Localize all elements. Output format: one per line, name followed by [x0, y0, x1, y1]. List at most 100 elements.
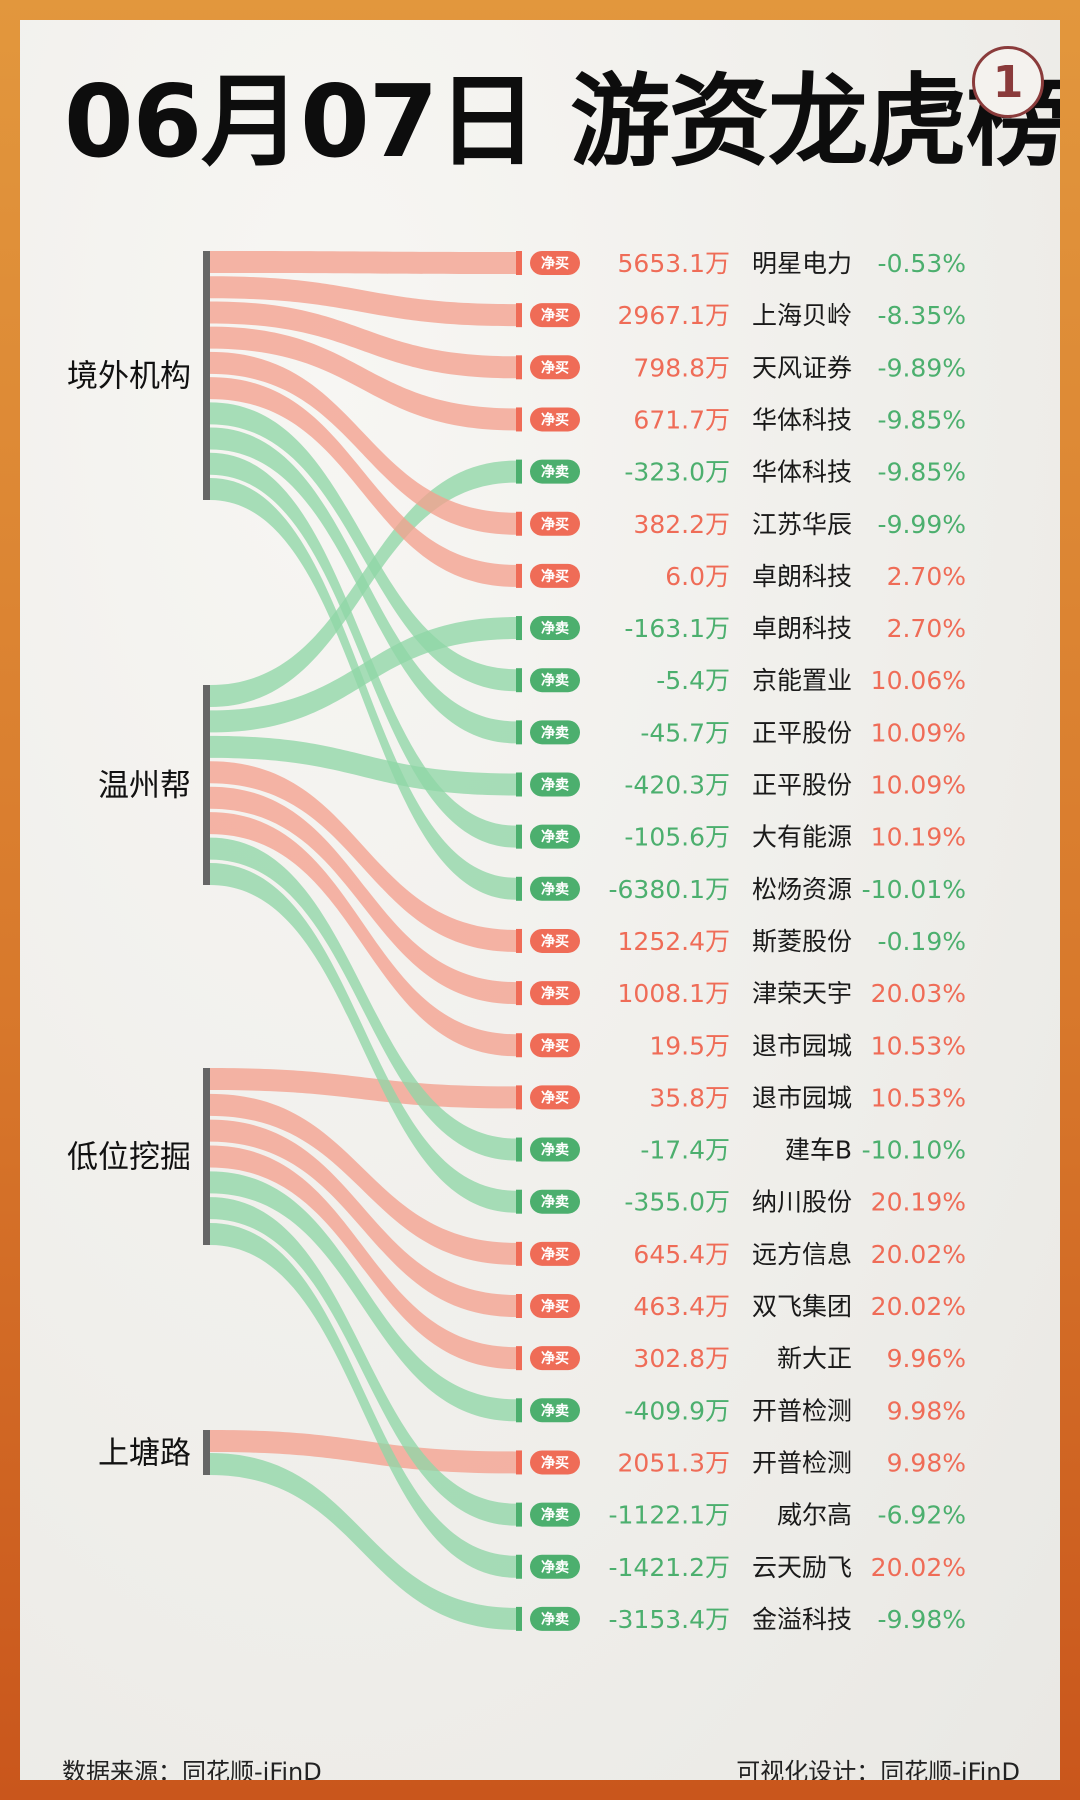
- stock-name: 开普检测: [752, 1396, 852, 1425]
- flow-tag-label: 净买: [541, 359, 569, 376]
- group-label: 低位挖掘: [67, 1140, 191, 1176]
- flow-link: [210, 276, 516, 327]
- flow-tag: [530, 1450, 580, 1475]
- row-marker: [516, 876, 522, 901]
- row-marker: [516, 1554, 522, 1579]
- stock-name: 退市园城: [752, 1031, 852, 1060]
- price-change: 20.02%: [871, 1240, 966, 1269]
- table-row: 净买 463.4万 双飞集团 20.02%: [516, 1292, 966, 1321]
- amount-value: 5653.1万: [618, 249, 730, 278]
- amount-value: 6.0万: [665, 562, 730, 591]
- row-marker: [516, 1450, 522, 1475]
- stock-name: 松炀资源: [752, 875, 852, 904]
- flow-link: [210, 1223, 516, 1578]
- row-marker: [516, 928, 522, 953]
- price-change: -6.92%: [878, 1501, 966, 1530]
- flow-tag-label: 净买: [541, 307, 569, 324]
- flow-tag: [530, 1398, 580, 1423]
- flow-link: [210, 1068, 516, 1109]
- stock-name: 威尔高: [777, 1501, 852, 1530]
- design-credit-note: 可视化设计：同花顺-iFinD: [736, 1758, 1020, 1780]
- price-change: -0.53%: [878, 249, 966, 278]
- flow-tag: [530, 668, 580, 693]
- price-change: 10.09%: [871, 771, 966, 800]
- flow-tag-label: 净买: [541, 1350, 569, 1367]
- stock-name: 正平股份: [752, 771, 852, 800]
- row-marker: [516, 355, 522, 380]
- flow-tag-label: 净卖: [541, 1402, 569, 1419]
- amount-value: 302.8万: [633, 1344, 730, 1373]
- table-row: 净买 2967.1万 上海贝岭 -8.35%: [516, 301, 966, 330]
- flow-link: [210, 786, 516, 1005]
- row-marker: [516, 459, 522, 484]
- table-row: 净买 302.8万 新大正 9.96%: [516, 1344, 966, 1373]
- flow-tag-label: 净买: [541, 1089, 569, 1106]
- table-row: 净卖 -105.6万 大有能源 10.19%: [516, 823, 966, 852]
- flow-link: [210, 1145, 516, 1370]
- flow-tag: [530, 1033, 580, 1058]
- flow-tag: [530, 1502, 580, 1527]
- stock-name: 津荣天宇: [752, 979, 852, 1008]
- price-change: 20.02%: [871, 1553, 966, 1582]
- price-change: 10.53%: [871, 1031, 966, 1060]
- row-marker: [516, 981, 522, 1006]
- price-change: 9.98%: [887, 1448, 966, 1477]
- stock-name: 建车B: [785, 1136, 852, 1165]
- stock-name: 云天励飞: [752, 1553, 852, 1582]
- amount-value: -1421.2万: [609, 1553, 731, 1582]
- price-change: 10.09%: [871, 718, 966, 747]
- table-row: 净卖 -163.1万 卓朗科技 2.70%: [516, 614, 966, 643]
- flow-tag-label: 净卖: [541, 829, 569, 846]
- stock-name: 斯菱股份: [752, 927, 852, 956]
- row-marker: [516, 1137, 522, 1162]
- flow-tag: [530, 1606, 580, 1631]
- flow-tag: [530, 928, 580, 953]
- amount-value: -323.0万: [624, 458, 730, 487]
- price-change: -10.01%: [862, 875, 966, 904]
- table-row: 净买 382.2万 江苏华辰 -9.99%: [516, 510, 966, 539]
- stock-name: 华体科技: [752, 405, 852, 434]
- stock-name: 明星电力: [752, 249, 852, 278]
- stock-name: 大有能源: [752, 823, 852, 852]
- flow-tag-label: 净卖: [541, 464, 569, 481]
- row-marker: [516, 1033, 522, 1058]
- price-change: -9.89%: [878, 353, 966, 382]
- stock-name: 卓朗科技: [752, 562, 852, 591]
- flow-link: [210, 837, 516, 1161]
- price-change: -9.98%: [878, 1605, 966, 1634]
- price-change: 2.70%: [887, 614, 966, 643]
- flow-layer: [210, 251, 516, 1630]
- flow-tag: [530, 459, 580, 484]
- price-change: -10.10%: [862, 1136, 966, 1165]
- stock-name: 华体科技: [752, 458, 852, 487]
- row-marker: [516, 1189, 522, 1214]
- flow-link: [210, 1093, 516, 1265]
- price-change: 2.70%: [887, 562, 966, 591]
- table-row: 净买 19.5万 退市园城 10.53%: [516, 1031, 966, 1060]
- flow-link: [210, 377, 516, 587]
- table-row: 净买 645.4万 远方信息 20.02%: [516, 1240, 966, 1269]
- stock-name: 远方信息: [752, 1240, 852, 1269]
- flow-link: [210, 1430, 516, 1474]
- flow-link: [210, 301, 516, 379]
- group-label: 境外机构: [67, 359, 191, 395]
- table-row: 净卖 -6380.1万 松炀资源 -10.01%: [516, 875, 966, 904]
- flow-tag-label: 净买: [541, 568, 569, 585]
- amount-value: 2051.3万: [618, 1448, 730, 1477]
- flow-tag: [530, 720, 580, 745]
- row-marker: [516, 303, 522, 328]
- flow-tag-label: 净买: [541, 516, 569, 533]
- flow-tag: [530, 303, 580, 328]
- price-change: 10.53%: [871, 1083, 966, 1112]
- flow-link: [210, 812, 516, 1057]
- stock-name: 上海贝岭: [752, 301, 852, 330]
- flow-tag: [530, 1346, 580, 1371]
- row-marker: [516, 563, 522, 588]
- group-bar-0: [203, 251, 210, 500]
- table-row: 净卖 -420.3万 正平股份 10.09%: [516, 771, 966, 800]
- amount-value: 1008.1万: [618, 979, 730, 1008]
- row-marker: [516, 616, 522, 641]
- table-row: 净买 1008.1万 津荣天宇 20.03%: [516, 979, 966, 1008]
- flow-tag-label: 净卖: [541, 1559, 569, 1576]
